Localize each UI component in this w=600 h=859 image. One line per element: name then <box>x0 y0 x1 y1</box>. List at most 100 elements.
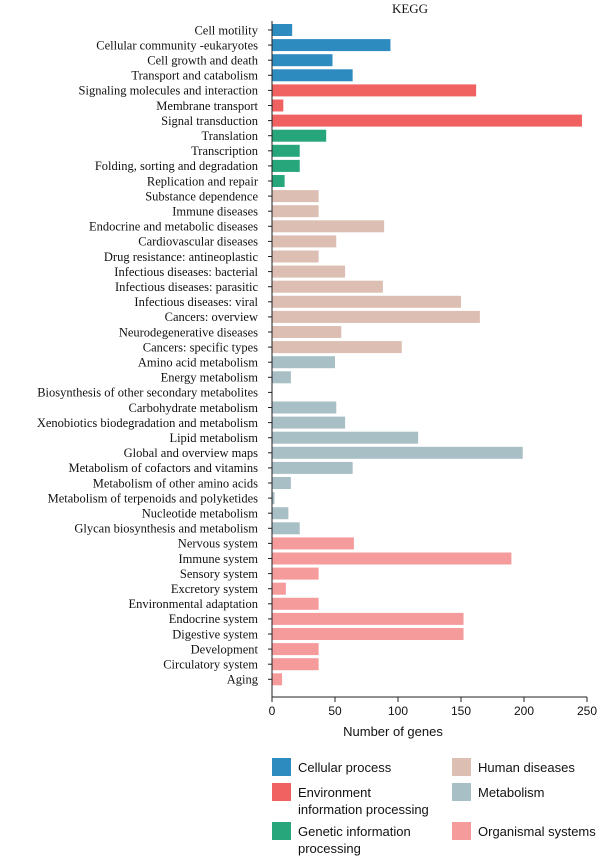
legend-label-cellular-process: Cellular process <box>298 760 392 775</box>
category-label-cell-growth-and-death: Cell growth and death <box>147 54 258 68</box>
bar-infectious-diseases-parasitic <box>272 280 383 293</box>
legend-label-organismal-systems: Organismal systems <box>478 824 596 839</box>
category-label-signaling-molecules-and-interaction: Signaling molecules and interaction <box>79 84 259 98</box>
category-label-endocrine-system: Endocrine system <box>169 612 258 626</box>
bar-translation <box>272 129 327 142</box>
x-tick-label-0: 0 <box>269 704 276 718</box>
bar-replication-and-repair <box>272 175 285 187</box>
category-label-signal-transduction: Signal transduction <box>161 114 259 128</box>
bar-xenobiotics-biodegradation-and-metabolism <box>272 416 346 429</box>
category-label-endocrine-and-metabolic-diseases: Endocrine and metabolic diseases <box>89 220 258 234</box>
category-label-cell-motility: Cell motility <box>194 23 258 37</box>
category-label-carbohydrate-metabolism: Carbohydrate metabolism <box>129 401 259 415</box>
legend-swatch-genetic-information-processing <box>272 822 291 840</box>
bar-immune-system <box>272 552 512 565</box>
bar-endocrine-system <box>272 612 464 625</box>
legend-label-genetic-information-processing: Genetic information processing <box>298 824 411 856</box>
category-label-glycan-biosynthesis-and-metabolism: Glycan biosynthesis and metabolism <box>74 522 258 536</box>
category-label-excretory-system: Excretory system <box>171 582 258 596</box>
legend-swatch-human-diseases <box>452 758 471 776</box>
category-label-energy-metabolism: Energy metabolism <box>161 371 259 385</box>
bar-energy-metabolism <box>272 371 291 384</box>
legend: Cellular process Environment information p… <box>272 758 596 856</box>
category-label-lipid-metabolism: Lipid metabolism <box>169 431 258 445</box>
bar-cardiovascular-diseases <box>272 235 337 248</box>
bar-immune-diseases <box>272 205 319 218</box>
legend-label-metabolism: Metabolism <box>478 785 544 800</box>
category-label-development: Development <box>191 642 259 656</box>
bar-nervous-system <box>272 537 354 550</box>
bar-signaling-molecules-and-interaction <box>272 84 477 97</box>
x-axis-title: Number of genes <box>343 724 443 739</box>
category-label-circulatory-system: Circulatory system <box>163 658 258 672</box>
bar-development <box>272 643 319 656</box>
bar-aging <box>272 673 283 686</box>
bar-membrane-transport <box>272 99 284 112</box>
legend-swatch-organismal-systems <box>452 822 471 840</box>
bar-metabolism-of-cofactors-and-vitamins <box>272 461 353 474</box>
category-label-neurodegenerative-diseases: Neurodegenerative diseases <box>119 325 258 339</box>
category-label-amino-acid-metabolism: Amino acid metabolism <box>138 356 258 370</box>
bar-cancers-overview <box>272 310 480 323</box>
category-label-drug-resistance-antineoplastic: Drug resistance: antineoplastic <box>104 250 259 264</box>
bar-carbohydrate-metabolism <box>272 401 337 414</box>
bar-cell-growth-and-death <box>272 54 333 67</box>
category-label-metabolism-of-cofactors-and-vitamins: Metabolism of cofactors and vitamins <box>68 461 258 475</box>
category-label-transport-and-catabolism: Transport and catabolism <box>131 69 258 83</box>
bar-signal-transduction <box>272 114 582 127</box>
x-tick-label-100: 100 <box>388 704 408 718</box>
category-label-metabolism-of-other-amino-acids: Metabolism of other amino acids <box>93 476 258 490</box>
bar-transcription <box>272 144 300 157</box>
bar-sensory-system <box>272 567 319 580</box>
bar-cancers-specific-types <box>272 341 402 354</box>
chart-title: KEGG <box>392 1 428 16</box>
bar-lipid-metabolism <box>272 431 419 444</box>
category-label-infectious-diseases-viral: Infectious diseases: viral <box>134 295 258 309</box>
category-label-cardiovascular-diseases: Cardiovascular diseases <box>138 235 258 249</box>
category-label-digestive-system: Digestive system <box>172 627 258 641</box>
legend-swatch-environment-information-processing <box>272 783 291 801</box>
bar-cellular-community-eukaryotes <box>272 39 391 52</box>
category-label-infectious-diseases-bacterial: Infectious diseases: bacterial <box>114 265 258 279</box>
category-label-translation: Translation <box>202 129 259 143</box>
category-label-replication-and-repair: Replication and repair <box>147 174 259 188</box>
legend-swatch-metabolism <box>452 783 471 801</box>
category-label-transcription: Transcription <box>191 144 259 158</box>
category-label-nervous-system: Nervous system <box>178 537 258 551</box>
bar-digestive-system <box>272 628 464 640</box>
category-label-cancers-overview: Cancers: overview <box>165 310 258 324</box>
bar-glycan-biosynthesis-and-metabolism <box>272 522 300 535</box>
bar-endocrine-and-metabolic-diseases <box>272 220 385 233</box>
x-axis: 0 50 100 150 200 250 <box>268 21 597 718</box>
category-label-membrane-transport: Membrane transport <box>156 99 258 113</box>
category-label-cancers-specific-types: Cancers: specific types <box>143 340 258 354</box>
bar-amino-acid-metabolism <box>272 356 335 369</box>
bar-nucleotide-metabolism <box>272 507 289 520</box>
bar-excretory-system <box>272 582 286 595</box>
category-label-aging: Aging <box>227 673 259 687</box>
bar-global-and-overview-maps <box>272 446 523 459</box>
bars-layer <box>272 24 582 686</box>
category-label-folding-sorting-and-degradation: Folding, sorting and degradation <box>95 159 259 173</box>
legend-label-environment-information-processing: Environment information processing <box>298 785 429 817</box>
category-label-sensory-system: Sensory system <box>180 567 258 581</box>
legend-swatch-cellular-process <box>272 758 291 776</box>
bar-infectious-diseases-bacterial <box>272 265 346 278</box>
x-tick-label-200: 200 <box>514 704 534 718</box>
category-label-biosynthesis-of-other-secondary-metabolites: Biosynthesis of other secondary metaboli… <box>37 386 258 400</box>
category-label-environmental-adaptation: Environmental adaptation <box>129 597 259 611</box>
bar-neurodegenerative-diseases <box>272 326 342 338</box>
category-label-cellular-community-eukaryotes: Cellular community -eukaryotes <box>96 38 258 52</box>
bar-circulatory-system <box>272 658 319 671</box>
bar-folding-sorting-and-degradation <box>272 159 300 172</box>
bar-substance-dependence <box>272 190 319 203</box>
x-tick-label-250: 250 <box>577 704 597 718</box>
bar-environmental-adaptation <box>272 597 319 610</box>
x-tick-label-150: 150 <box>451 704 471 718</box>
category-label-nucleotide-metabolism: Nucleotide metabolism <box>142 507 259 521</box>
category-label-substance-dependence: Substance dependence <box>145 189 258 203</box>
bar-drug-resistance-antineoplastic <box>272 250 319 263</box>
bar-metabolism-of-terpenoids-and-polyketides <box>272 492 275 505</box>
